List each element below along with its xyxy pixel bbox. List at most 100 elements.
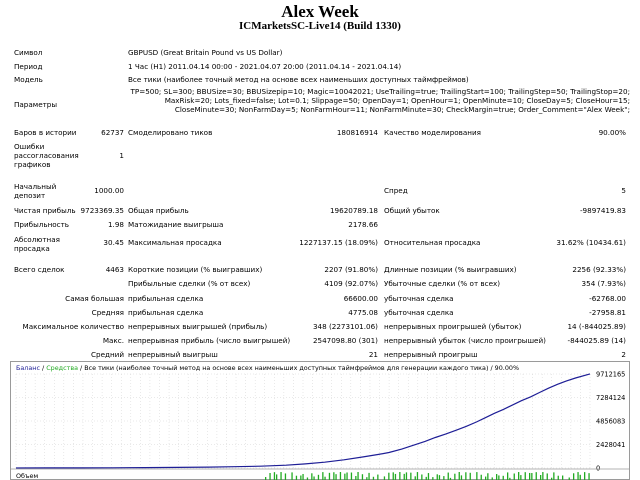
maxdd-value: 1227137.15 (18.09%) [299, 238, 378, 247]
symbol-value: GBPUSD (Great Britain Pound vs US Dollar… [128, 48, 283, 57]
avgcons-losses-value: 2 [621, 350, 626, 359]
volume-bar [436, 474, 438, 480]
maxprofit-wins-value: 2547098.80 (301) [312, 336, 378, 345]
volume-bar [588, 473, 590, 480]
volume-bar [480, 474, 482, 480]
ticks-value: 180816914 [336, 128, 378, 137]
volume-bar [546, 473, 548, 480]
expected-value: 2178.66 [348, 220, 378, 229]
legend-sep: / [40, 364, 46, 372]
period-label: Период [14, 62, 43, 71]
maxcount-label: Максимальное количество [22, 322, 124, 331]
volume-bar [333, 472, 335, 480]
volume-bar [438, 475, 441, 480]
volume-bar [432, 477, 434, 480]
volume-bar [449, 477, 452, 480]
long-label: Длинные позиции (% выигравших) [384, 265, 517, 274]
errors-value: 1 [119, 151, 124, 160]
legend-equity: Средства [46, 364, 78, 372]
legend-balance: Баланс [16, 364, 40, 372]
average-profit-value: 4775.08 [348, 308, 378, 317]
volume-label: Объем [16, 472, 38, 480]
bars-label: Баров в истории [14, 128, 77, 137]
volume-bar [416, 472, 419, 480]
volume-bar [357, 472, 359, 480]
volume-bar [502, 475, 504, 480]
largest-loss-label: убыточная сделка [384, 294, 454, 303]
volume-bar [460, 475, 463, 480]
period-value: 1 Час (H1) 2011.04.14 00:00 - 2021.04.07… [128, 62, 402, 71]
volume-bar [531, 473, 533, 480]
volume-bar [276, 474, 278, 480]
chart-y-labels: 9712165 7284124 4856083 2428041 0 [596, 371, 625, 473]
largest-profit-label: прибыльная сделка [128, 294, 204, 303]
volume-bar [311, 473, 313, 480]
volume-bar [339, 472, 342, 480]
y-tick-label: 4856083 [596, 418, 625, 426]
reldd-label: Относительная просадка [384, 238, 481, 247]
volume-bar [447, 472, 449, 480]
volume-bar [529, 472, 531, 480]
maxcount-wins-label: непрерывных выигрышей (прибыль) [128, 322, 268, 331]
volume-bar [520, 475, 522, 480]
reldd-value: 31.62% (10434.61) [556, 238, 626, 247]
params-value: TP=500; SL=300; BBUSize=30; BBUSizepip=1… [130, 87, 630, 114]
volume-bar [335, 474, 337, 480]
volume-bar [579, 474, 581, 480]
volume-bar [273, 472, 276, 480]
grossprofit-value: 19620789.18 [329, 206, 378, 215]
netprofit-label: Чистая прибыль [14, 206, 76, 215]
volume-bar [485, 476, 487, 480]
volume-bar [284, 473, 287, 480]
ticks-label: Смоделировано тиков [128, 128, 213, 137]
volume-bar [324, 476, 326, 480]
errors-label: Ошибки рассогласования графиков [14, 142, 79, 169]
maxcount-losses-label: непрерывных проигрышей (убыток) [384, 322, 522, 331]
volume-bars [265, 472, 590, 480]
volume-bar [388, 472, 390, 480]
volume-bar [540, 475, 542, 480]
short-label: Короткие позиции (% выигравших) [128, 265, 263, 274]
largest-label: Самая большая [65, 294, 124, 303]
largest-loss-value: -62768.00 [589, 294, 626, 303]
volume-bar [584, 472, 586, 480]
params-label: Параметры [14, 100, 58, 109]
volume-bar [313, 476, 315, 480]
volume-bar [491, 477, 493, 480]
volume-bar [346, 472, 348, 480]
volume-bar [498, 475, 500, 480]
volume-bar [487, 473, 489, 480]
average-loss-label: убыточная сделка [384, 308, 454, 317]
volume-bar [383, 476, 386, 480]
balance-chart: Баланс / Средства / Все тики (наиболее т… [10, 361, 630, 480]
balance-line [15, 373, 591, 469]
deposit-value: 1000.00 [94, 186, 124, 195]
volume-bar [322, 472, 324, 480]
volume-bar [368, 472, 370, 480]
volume-bar [372, 476, 375, 480]
report-subtitle: ICMarketsSC-Live14 (Build 1330) [239, 20, 401, 32]
trades-value: 4463 [105, 265, 124, 274]
chart-legend: Баланс / Средства / Все тики (наиболее т… [16, 364, 519, 372]
volume-bar [573, 473, 575, 480]
absdd-value: 30.45 [103, 238, 124, 247]
volume-bar [405, 472, 408, 480]
volume-bar [507, 472, 509, 480]
volume-bar [557, 475, 559, 480]
volume-bar [366, 477, 368, 480]
deposit-label: Начальный депозит [14, 182, 57, 200]
maxcount-losses-value: 14 (-844025.89) [567, 322, 626, 331]
volume-bar [524, 472, 526, 480]
volume-bar [399, 472, 401, 480]
volume-bar [513, 473, 515, 480]
y-tick-label: 2428041 [596, 441, 625, 449]
profittrades-value: 4109 (92.07%) [324, 279, 378, 288]
volume-bar [551, 477, 553, 480]
y-tick-label: 0 [596, 465, 600, 473]
y-tick-label: 9712165 [596, 371, 625, 379]
maxdd-label: Максимальная просадка [128, 238, 222, 247]
volume-bar [295, 475, 298, 480]
grossloss-value: -9897419.83 [579, 206, 626, 215]
volume-bar [392, 472, 394, 480]
quality-label: Качество моделирования [384, 128, 482, 137]
